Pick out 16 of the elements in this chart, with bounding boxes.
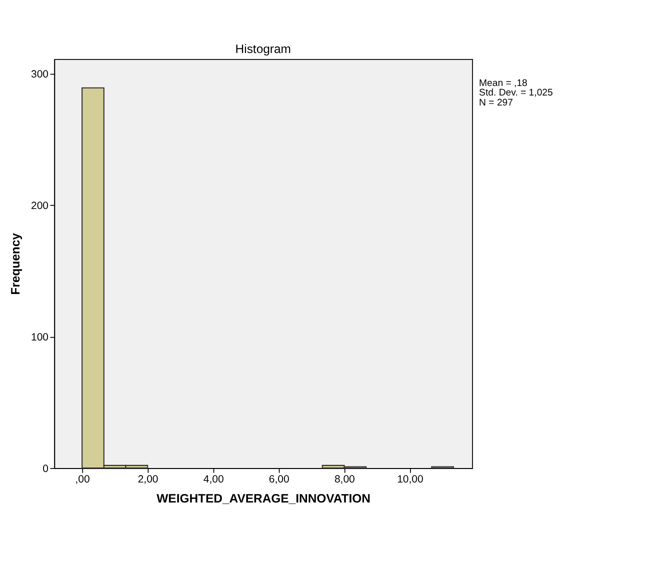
text: Std. Dev. = 1,025: [479, 88, 553, 99]
x-tick-label: 6,00: [268, 474, 290, 486]
y-tick-label: 100: [31, 332, 49, 344]
y-tick-label: 200: [31, 200, 49, 212]
x-tick-label: 8,00: [334, 474, 356, 486]
x-tick-label: 10,00: [397, 474, 424, 486]
x-axis-title: WEIGHTED_AVERAGE_INNOVATION: [156, 492, 370, 506]
chart-title: Histogram: [235, 42, 291, 56]
x-tick-label: ,00: [75, 474, 90, 486]
y-tick-label: 300: [31, 69, 49, 80]
x-tick-label: 2,00: [138, 474, 158, 486]
x-tick-label: 4,00: [203, 474, 224, 486]
y-axis-title: Frequency: [8, 232, 23, 295]
y-tick-label: 0: [42, 464, 49, 475]
text: N = 297: [479, 97, 513, 108]
text: Mean = ,18: [479, 78, 528, 90]
